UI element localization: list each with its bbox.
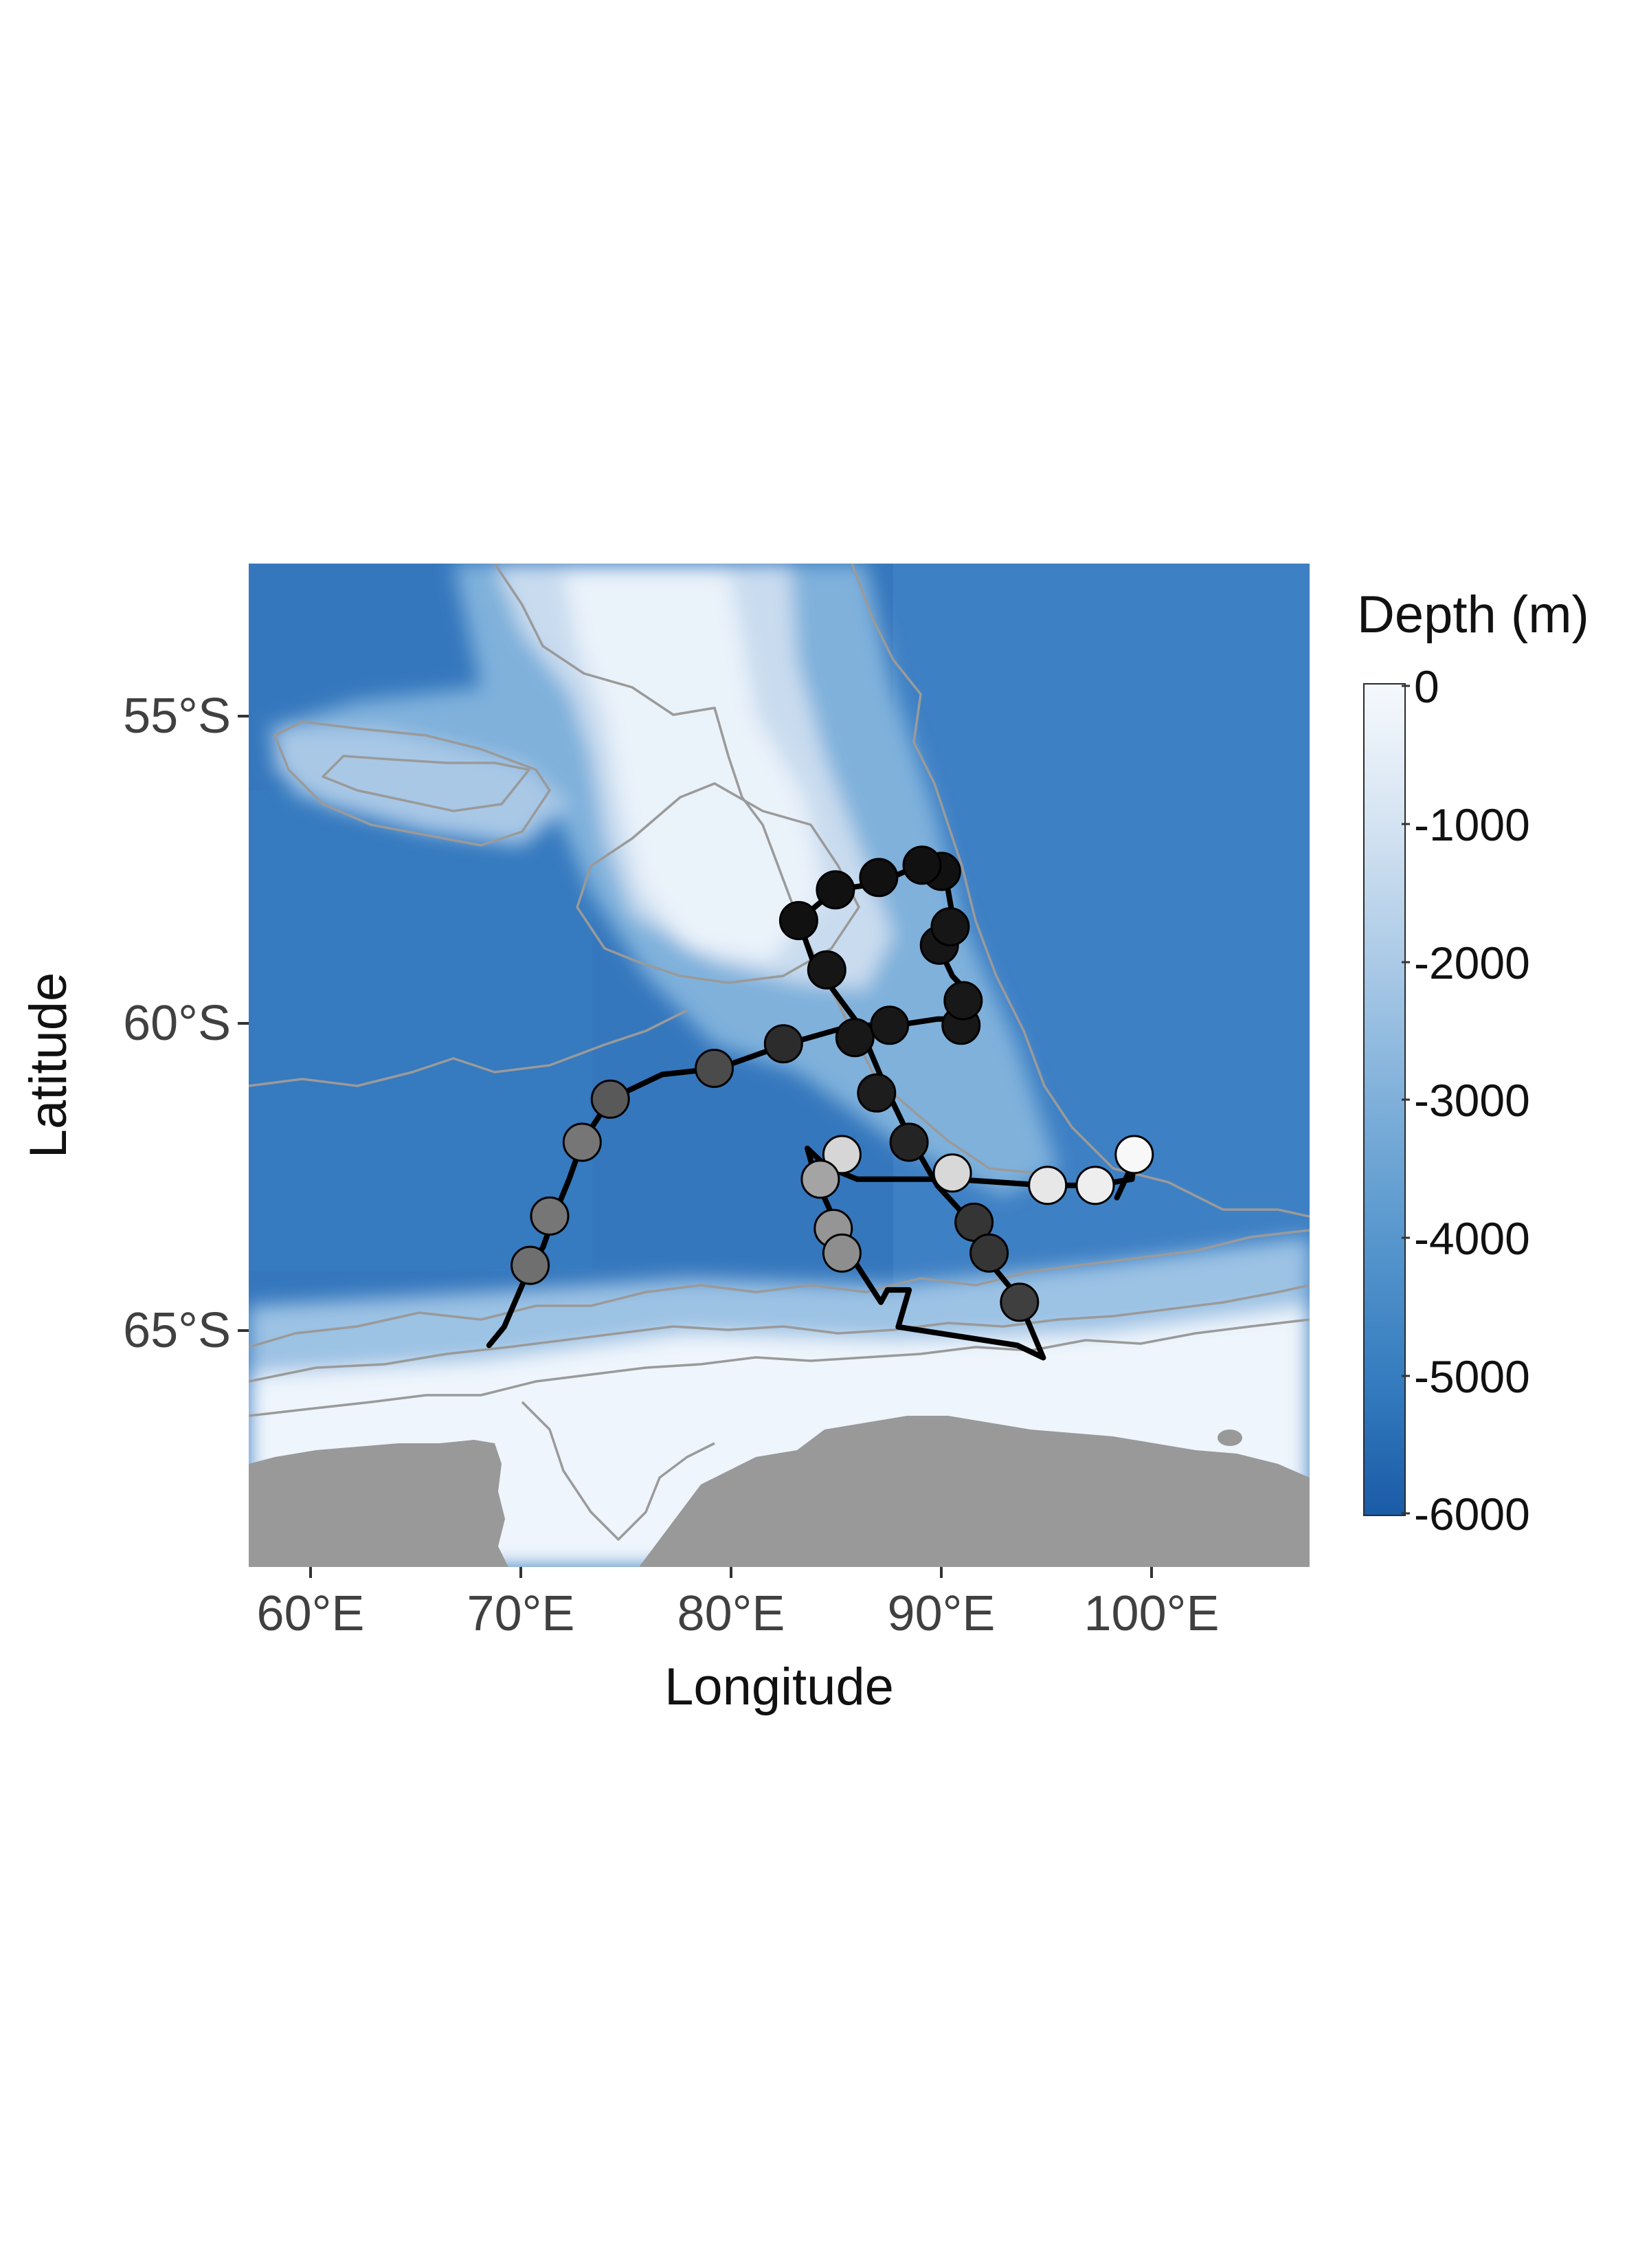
west-ridge [275, 729, 570, 845]
position-marker [511, 1245, 550, 1285]
contour-line [249, 1009, 688, 1087]
position-marker [530, 1196, 570, 1236]
contour-line [249, 1284, 1310, 1383]
position-marker [889, 1122, 929, 1162]
y-tick-label: 60°S [123, 996, 231, 1051]
position-marker [822, 1233, 862, 1273]
position-marker [943, 981, 983, 1021]
legend-label: -6000 [1414, 1489, 1530, 1539]
position-marker [562, 1122, 602, 1162]
x-tick-label: 90°E [888, 1586, 996, 1641]
positions-layer [511, 845, 1154, 1322]
contour-line [249, 1229, 1310, 1348]
position-marker [1000, 1282, 1040, 1322]
x-axis-title: Longitude [664, 1658, 894, 1716]
legend-label: -5000 [1414, 1351, 1530, 1402]
depth-contours [249, 564, 1310, 1541]
legend-colorbar [1363, 683, 1406, 1516]
position-marker [695, 1049, 734, 1088]
legend-label: -3000 [1414, 1075, 1530, 1126]
legend-label: -1000 [1414, 799, 1530, 850]
west-basin [249, 790, 592, 1271]
contour-line [851, 564, 1073, 1128]
position-marker [932, 1153, 972, 1193]
position-marker [816, 870, 855, 910]
legend-label: 0 [1414, 661, 1439, 712]
y-tick-label: 55°S [123, 689, 231, 744]
contour-line [576, 782, 860, 984]
plateau-crest [563, 570, 824, 962]
contour-line [249, 1318, 1310, 1417]
position-marker [835, 1018, 875, 1058]
legend-title: Depth (m) [1357, 586, 1589, 644]
position-marker [763, 1024, 803, 1064]
map-panel [249, 564, 1310, 1567]
y-axis: 55°S 60°S 65°S Latitude [19, 689, 249, 1358]
position-marker [807, 950, 846, 990]
x-tick-label: 80°E [677, 1586, 785, 1641]
small-island [1218, 1430, 1242, 1446]
x-axis: 60°E 70°E 80°E 90°E 100°E Longitude [257, 1567, 1220, 1716]
x-tick-label: 100°E [1084, 1586, 1220, 1641]
x-tick-label: 70°E [467, 1586, 575, 1641]
y-axis-title: Latitude [19, 972, 78, 1158]
position-marker [1075, 1166, 1115, 1205]
track-line [486, 862, 1137, 1361]
position-marker [859, 858, 899, 898]
position-marker [870, 1005, 910, 1045]
depth-legend: Depth (m) 0 -1000 -2000 -3000 -4000 -500… [1357, 586, 1589, 1539]
land-west [249, 1440, 508, 1567]
contour-line [493, 564, 1059, 1177]
land-east [639, 1416, 1310, 1567]
position-marker [930, 907, 970, 946]
position-marker [590, 1079, 630, 1119]
y-tick-label: 65°S [123, 1303, 231, 1358]
position-marker [778, 901, 818, 940]
position-marker [902, 845, 942, 885]
legend-label: -4000 [1414, 1213, 1530, 1264]
contour-line [1070, 1126, 1310, 1218]
position-marker [857, 1073, 897, 1113]
position-marker [1028, 1166, 1068, 1205]
contour-line [521, 1401, 715, 1541]
position-marker [800, 1159, 840, 1199]
contour-line [322, 755, 530, 812]
position-marker [1114, 1135, 1154, 1175]
position-marker [822, 1135, 862, 1175]
antarctica-land [249, 1416, 1310, 1567]
position-marker [969, 1233, 1009, 1273]
legend-label: -2000 [1414, 937, 1530, 988]
contour-line [273, 720, 551, 847]
x-tick-label: 60°E [257, 1586, 365, 1641]
